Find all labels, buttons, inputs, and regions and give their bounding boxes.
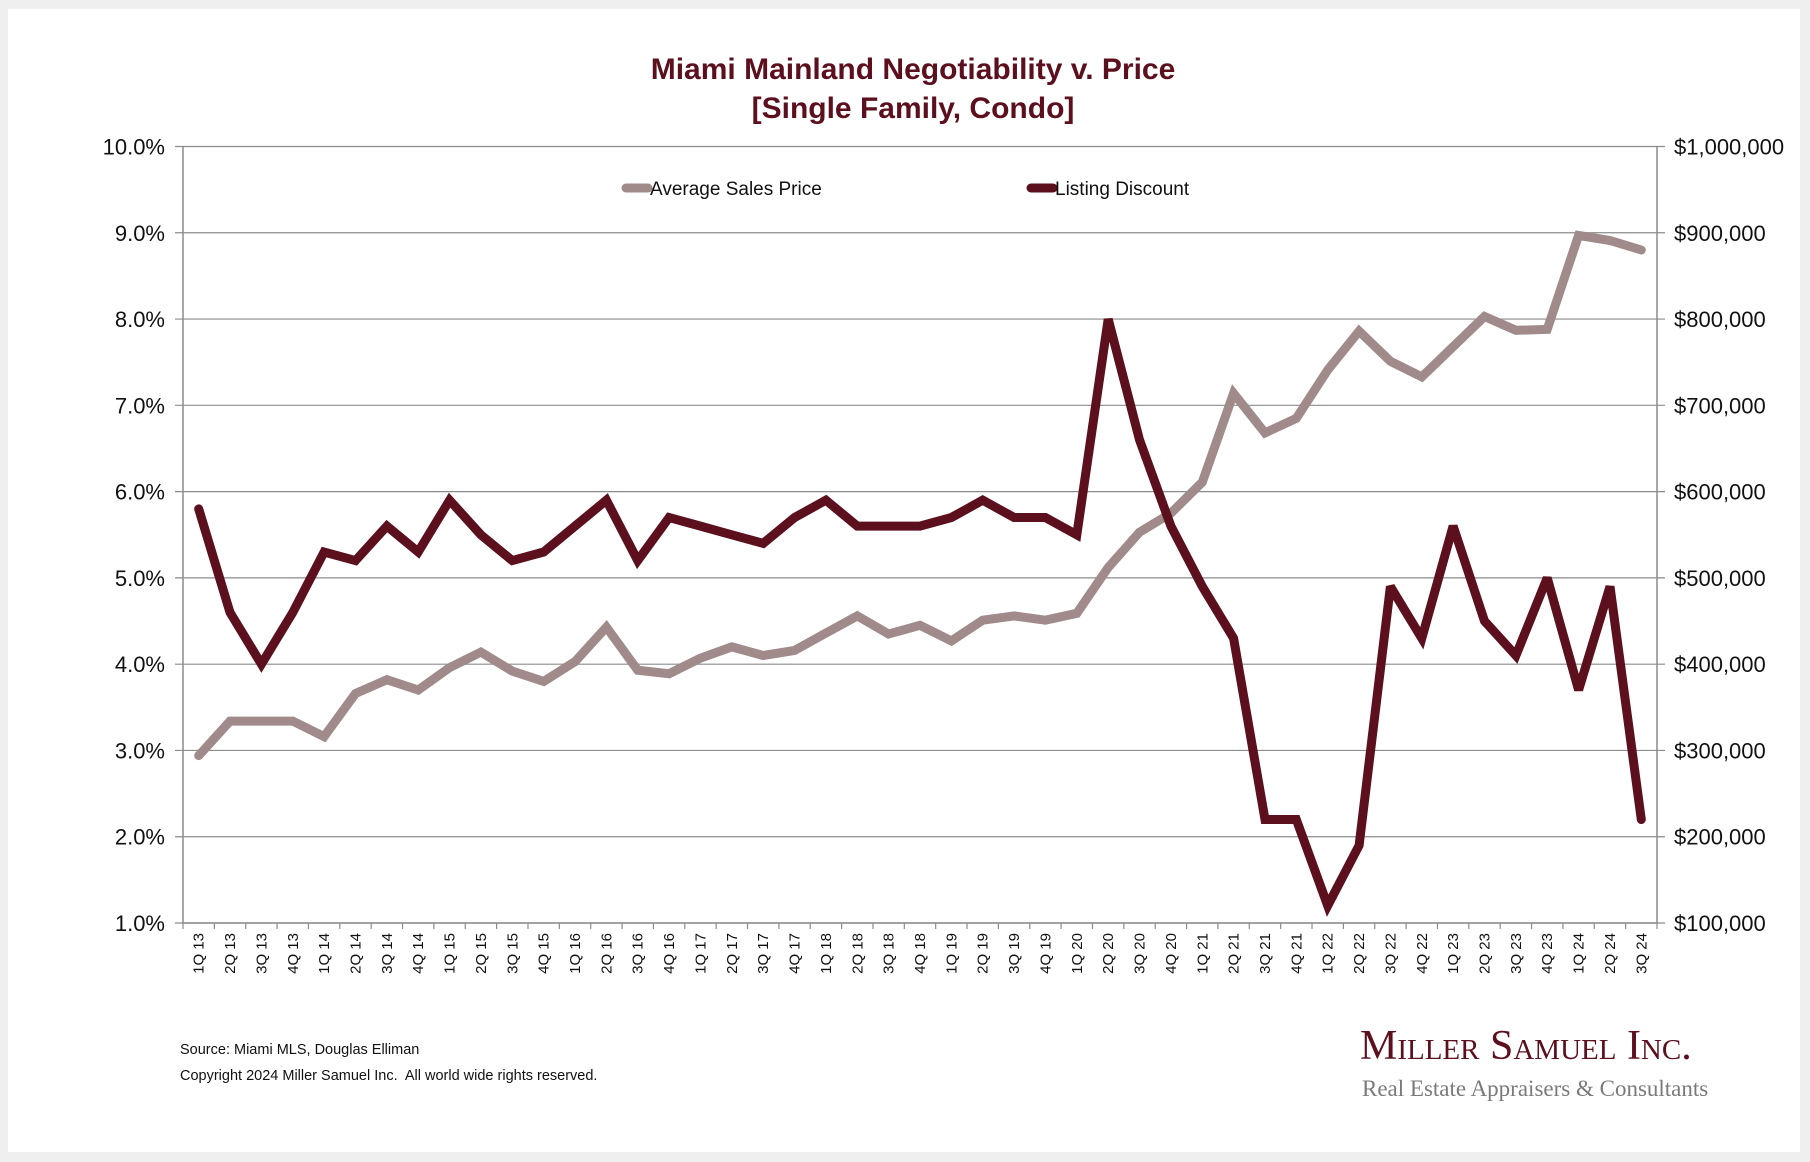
left-tick-label: 4.0% xyxy=(115,652,165,677)
x-tick-label: 4Q 18 xyxy=(912,933,929,974)
x-tick-label: 2Q 19 xyxy=(975,933,992,974)
x-tick-label: 3Q 21 xyxy=(1257,933,1274,974)
x-tick-label: 1Q 17 xyxy=(692,933,709,974)
source-note: Source: Miami MLS, Douglas Elliman xyxy=(180,1042,420,1058)
right-tick-label: $100,000 xyxy=(1674,911,1766,936)
x-tick-label: 2Q 21 xyxy=(1226,933,1243,974)
x-tick-label: 2Q 24 xyxy=(1602,933,1619,974)
x-tick-label: 3Q 24 xyxy=(1633,933,1650,974)
x-tick-label: 3Q 18 xyxy=(881,933,898,974)
x-tick-label: 4Q 21 xyxy=(1288,933,1305,974)
x-tick-label: 3Q 20 xyxy=(1132,933,1149,974)
right-tick-label: $1,000,000 xyxy=(1674,135,1784,160)
left-tick-label: 3.0% xyxy=(115,738,165,763)
left-tick-label: 7.0% xyxy=(115,393,165,418)
axes xyxy=(182,146,1658,924)
legend: Average Sales Price Listing Discount xyxy=(621,179,1190,200)
x-tick-label: 1Q 19 xyxy=(943,933,960,974)
x-tick-label: 4Q 17 xyxy=(787,933,804,974)
company-logo: Miller Samuel Inc. xyxy=(1360,1023,1692,1069)
legend-label-average-sales-price: Average Sales Price xyxy=(650,179,822,200)
x-tick-label: 1Q 14 xyxy=(316,933,333,974)
x-tick-label: 3Q 15 xyxy=(504,933,521,974)
left-axis-ticks: 1.0% 2.0% 3.0% 4.0% 5.0% 6.0% 7.0% 8.0% 9.0% 10.0… xyxy=(103,135,165,937)
right-axis-ticks: $100,000 $200,000 $300,000 $400,000 $500,000… xyxy=(1674,135,1784,937)
chart-title: Miami Mainland Negotiability v. Price xyxy=(650,53,1176,86)
right-tick-label: $200,000 xyxy=(1674,825,1766,850)
gridlines xyxy=(175,145,1665,924)
left-tick-label: 5.0% xyxy=(115,566,165,591)
x-tick-label: 1Q 22 xyxy=(1320,933,1337,974)
x-tick-label: 4Q 14 xyxy=(410,933,427,974)
x-tick-label: 3Q 17 xyxy=(755,933,772,974)
x-axis-ticks: 1Q 13 2Q 13 3Q 13 4Q 13 1Q 14 2Q 14 3Q 14 4Q 14… xyxy=(182,923,1658,974)
x-tick-label: 3Q 14 xyxy=(379,933,396,974)
chart-title-block: Miami Mainland Negotiability v. Price [S… xyxy=(0,50,1810,128)
legend-label-listing-discount: Listing Discount xyxy=(1055,179,1190,200)
x-tick-label: 1Q 23 xyxy=(1445,933,1462,974)
x-tick-label: 2Q 15 xyxy=(473,933,490,974)
chart-subtitle: [Single Family, Condo] xyxy=(751,92,1075,125)
x-tick-label: 3Q 23 xyxy=(1508,933,1525,974)
x-tick-label: 2Q 16 xyxy=(598,933,615,974)
x-tick-label: 1Q 15 xyxy=(442,933,459,974)
x-tick-label: 4Q 13 xyxy=(285,933,302,974)
right-tick-label: $800,000 xyxy=(1674,307,1766,332)
x-tick-label: 2Q 18 xyxy=(849,933,866,974)
right-tick-label: $500,000 xyxy=(1674,566,1766,591)
average-sales-price-line xyxy=(194,230,1646,761)
right-tick-label: $900,000 xyxy=(1674,221,1766,246)
left-tick-label: 1.0% xyxy=(115,911,165,936)
x-tick-label: 1Q 13 xyxy=(191,933,208,974)
x-tick-label: 4Q 22 xyxy=(1414,933,1431,974)
x-tick-label: 4Q 16 xyxy=(661,933,678,974)
x-tick-label: 3Q 13 xyxy=(253,933,270,974)
x-tick-label: 4Q 15 xyxy=(536,933,553,974)
x-tick-label: 1Q 21 xyxy=(1194,933,1211,974)
left-tick-label: 10.0% xyxy=(103,135,165,160)
right-tick-label: $700,000 xyxy=(1674,393,1766,418)
right-tick-label: $600,000 xyxy=(1674,480,1766,505)
x-tick-label: 1Q 20 xyxy=(1069,933,1086,974)
x-tick-label: 4Q 23 xyxy=(1539,933,1556,974)
x-tick-label: 3Q 19 xyxy=(1006,933,1023,974)
right-tick-label: $400,000 xyxy=(1674,652,1766,677)
left-tick-label: 9.0% xyxy=(115,221,165,246)
x-tick-label: 2Q 14 xyxy=(347,933,364,974)
listing-discount-line xyxy=(194,317,1646,917)
series-lines xyxy=(194,230,1646,917)
right-tick-label: $300,000 xyxy=(1674,738,1766,763)
x-tick-label: 2Q 22 xyxy=(1351,933,1368,974)
x-tick-label: 1Q 24 xyxy=(1571,933,1588,974)
x-tick-label: 2Q 17 xyxy=(724,933,741,974)
x-tick-label: 2Q 23 xyxy=(1477,933,1494,974)
left-tick-label: 2.0% xyxy=(115,825,165,850)
x-tick-label: 1Q 18 xyxy=(818,933,835,974)
x-tick-label: 4Q 20 xyxy=(1163,933,1180,974)
copyright-note: Copyright 2024 Miller Samuel Inc. All wo… xyxy=(180,1068,598,1084)
company-tagline: Real Estate Appraisers & Consultants xyxy=(1362,1076,1709,1101)
x-tick-label: 3Q 16 xyxy=(630,933,647,974)
left-tick-label: 8.0% xyxy=(115,307,165,332)
x-tick-label: 4Q 19 xyxy=(1037,933,1054,974)
left-tick-label: 6.0% xyxy=(115,480,165,505)
x-tick-label: 1Q 16 xyxy=(567,933,584,974)
x-tick-label: 2Q 20 xyxy=(1100,933,1117,974)
x-tick-label: 2Q 13 xyxy=(222,933,239,974)
x-tick-label: 3Q 22 xyxy=(1382,933,1399,974)
